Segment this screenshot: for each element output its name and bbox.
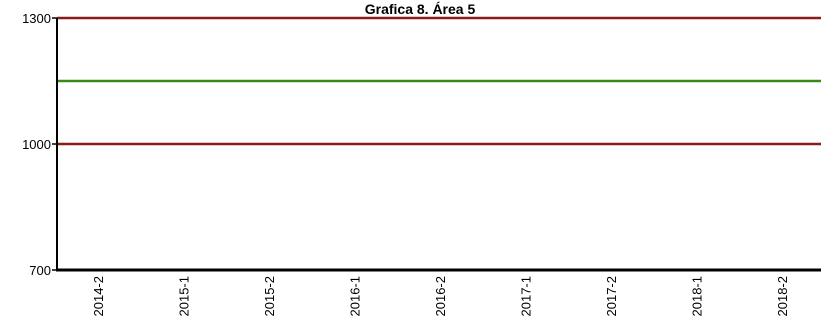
y-tick-label-1: 1000	[22, 137, 51, 152]
x-tick-labels: 2014-2 2015-1 2015-2 2016-1 2016-2 2017-1 2017…	[91, 276, 790, 316]
x-tick-label-3: 2016-1	[348, 276, 363, 316]
y-tick-label-0: 700	[29, 263, 51, 278]
y-tick-labels: 700 1000 1300	[22, 11, 51, 278]
x-tick-label-6: 2017-2	[604, 276, 619, 316]
x-tick-label-7: 2018-1	[690, 276, 705, 316]
x-tick-label-4: 2016-2	[433, 276, 448, 316]
series-layer	[57, 16, 821, 146]
x-tick-label-5: 2017-1	[519, 276, 534, 316]
x-tick-label-1: 2015-1	[177, 276, 192, 316]
x-tick-label-2: 2015-2	[262, 276, 277, 316]
axis-layer	[52, 17, 821, 272]
y-tick-label-2: 1300	[22, 11, 51, 26]
x-tick-label-8: 2018-2	[775, 276, 790, 316]
x-tick-label-0: 2014-2	[91, 276, 106, 316]
chart-title: Grafica 8. Área 5	[365, 1, 476, 17]
